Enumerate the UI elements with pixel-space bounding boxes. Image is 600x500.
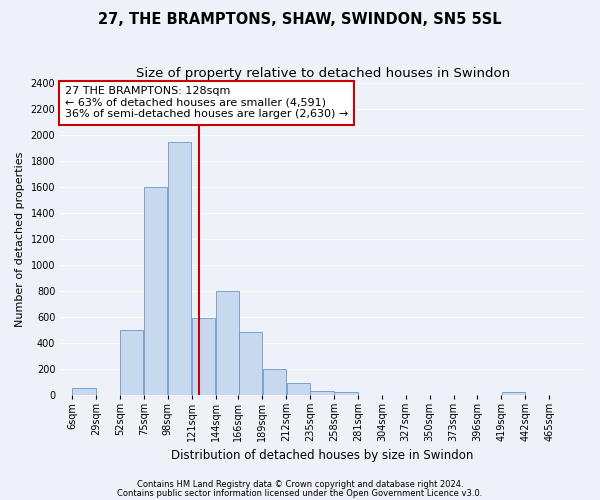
Bar <box>239 332 262 395</box>
Bar <box>334 392 358 395</box>
Bar <box>73 388 95 395</box>
Bar <box>287 383 310 395</box>
Bar <box>310 391 334 395</box>
Bar <box>120 330 143 395</box>
Text: Contains public sector information licensed under the Open Government Licence v3: Contains public sector information licen… <box>118 488 482 498</box>
Y-axis label: Number of detached properties: Number of detached properties <box>15 152 25 326</box>
Bar <box>168 142 191 395</box>
Bar <box>144 187 167 395</box>
Text: Contains HM Land Registry data © Crown copyright and database right 2024.: Contains HM Land Registry data © Crown c… <box>137 480 463 489</box>
Bar <box>502 392 525 395</box>
Bar <box>216 291 239 395</box>
Text: 27 THE BRAMPTONS: 128sqm
← 63% of detached houses are smaller (4,591)
36% of sem: 27 THE BRAMPTONS: 128sqm ← 63% of detach… <box>65 86 348 120</box>
Bar <box>192 318 215 395</box>
X-axis label: Distribution of detached houses by size in Swindon: Distribution of detached houses by size … <box>172 450 474 462</box>
Title: Size of property relative to detached houses in Swindon: Size of property relative to detached ho… <box>136 68 509 80</box>
Bar <box>263 369 286 395</box>
Text: 27, THE BRAMPTONS, SHAW, SWINDON, SN5 5SL: 27, THE BRAMPTONS, SHAW, SWINDON, SN5 5S… <box>98 12 502 28</box>
